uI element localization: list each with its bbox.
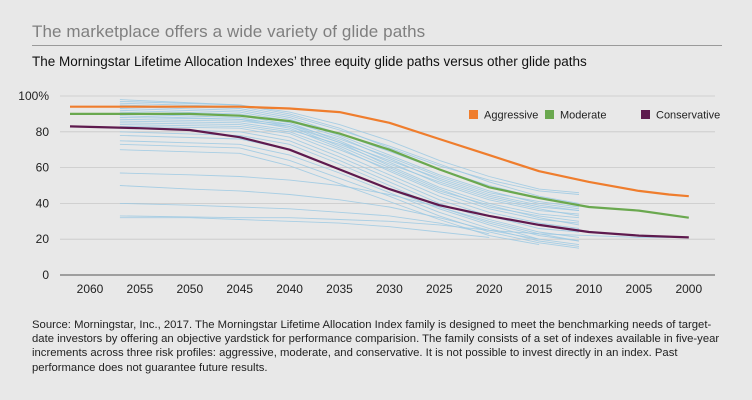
other-glide-path-line — [119, 149, 540, 246]
x-tick-label: 2000 — [675, 282, 702, 296]
conservative-glide-path-line — [69, 125, 689, 239]
x-tick-label: 2055 — [127, 282, 154, 296]
legend: Aggressive Moderate Conservative — [469, 110, 720, 122]
other-glide-path-line — [119, 172, 580, 242]
moderate-legend-swatch — [545, 110, 554, 119]
other-glide-path-line — [119, 108, 580, 212]
other-glide-path-line — [119, 140, 580, 247]
aggressive-glide-path-line — [70, 105, 689, 198]
other-glide-path-line — [119, 102, 580, 204]
moderate-glide-path-line — [70, 112, 689, 219]
y-axis: 100% 80 60 40 20 0 — [18, 89, 49, 282]
y-tick-label: 20 — [36, 232, 50, 246]
aggressive-legend-swatch — [469, 110, 478, 119]
title-divider — [32, 45, 722, 46]
y-tick-label: 40 — [36, 196, 50, 210]
y-tick-label: 80 — [36, 125, 50, 139]
title-bar: The marketplace offers a wide variety of… — [0, 0, 752, 46]
other-glide-path-line — [119, 215, 669, 238]
other-glide-path-line — [119, 127, 580, 238]
other-glide-path-line — [119, 117, 580, 208]
other-glide-path-line — [119, 217, 490, 238]
other-glide-path-line — [119, 111, 580, 219]
x-tick-label: 2030 — [376, 282, 403, 296]
y-tick-label: 100% — [18, 89, 49, 103]
x-tick-label: 2060 — [77, 282, 104, 296]
x-tick-label: 2005 — [626, 282, 653, 296]
x-tick-label: 2010 — [576, 282, 603, 296]
x-tick-label: 2040 — [276, 282, 303, 296]
conservative-legend-label: Conservative — [656, 110, 720, 122]
other-glide-path-line — [119, 143, 580, 249]
moderate-legend-label: Moderate — [560, 110, 606, 122]
x-tick-label: 2020 — [476, 282, 503, 296]
other-glide-path-line — [119, 113, 580, 222]
grid-lines — [60, 95, 715, 276]
x-tick-label: 2025 — [426, 282, 453, 296]
other-glide-path-line — [119, 120, 580, 217]
x-tick-label: 2015 — [526, 282, 553, 296]
x-axis: 2060 2055 2050 2045 2040 2035 2030 2025 2020 2015… — [77, 282, 703, 296]
other-glide-path-line — [119, 185, 540, 240]
other-glide-path-line — [119, 122, 580, 226]
x-tick-label: 2050 — [176, 282, 203, 296]
x-tick-label: 2035 — [326, 282, 353, 296]
other-glide-path-line — [119, 118, 580, 212]
other-glide-path-line — [119, 202, 490, 235]
y-tick-label: 60 — [36, 161, 50, 175]
y-tick-label: 0 — [42, 268, 49, 282]
source-footnote: Source: Morningstar, Inc., 2017. The Mor… — [32, 319, 720, 374]
chart-area: 100% 80 60 40 20 0 2060 2055 2050 2045 2040 2035 20… — [0, 78, 752, 304]
other-glide-paths — [119, 99, 669, 249]
other-glide-path-line — [119, 106, 580, 210]
other-glide-path-line — [119, 131, 580, 242]
chart-title: The marketplace offers a wide variety of… — [32, 22, 426, 41]
conservative-legend-swatch — [641, 110, 650, 119]
other-glide-path-line — [119, 125, 580, 233]
other-glide-path-line — [119, 115, 580, 224]
chart-subtitle: The Morningstar Lifetime Allocation Inde… — [32, 54, 587, 69]
aggressive-legend-label: Aggressive — [484, 110, 538, 122]
other-glide-path-line — [119, 124, 580, 229]
morningstar-glide-paths — [69, 105, 689, 239]
x-tick-label: 2045 — [226, 282, 253, 296]
